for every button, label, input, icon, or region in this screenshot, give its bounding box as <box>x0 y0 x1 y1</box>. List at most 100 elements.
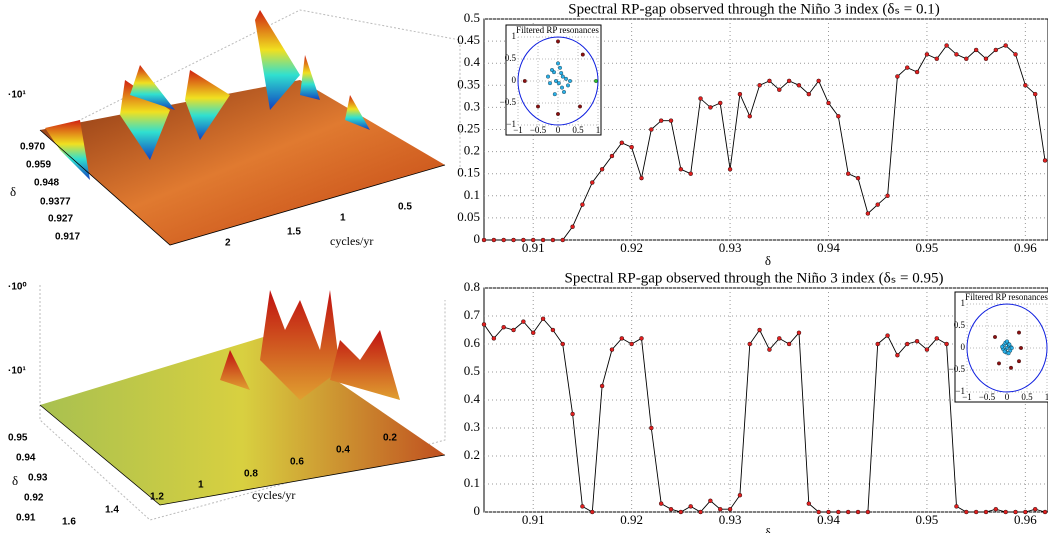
x-tick-label: 0.2 <box>383 433 397 444</box>
data-point <box>501 237 506 243</box>
x-tick-label: 0.4 <box>336 445 350 456</box>
y-tick-label: 0.7 <box>464 307 481 322</box>
x-tick-label: 0.92 <box>620 512 643 527</box>
x-tick-label: 1.5 <box>287 227 301 238</box>
data-point <box>668 507 674 512</box>
x-tick-label: 1.6 <box>62 517 76 528</box>
data-point <box>914 69 920 75</box>
data-point <box>993 47 999 53</box>
data-point <box>944 341 949 347</box>
x-tick-label: 2 <box>225 238 231 249</box>
y-tick-label: 0.2 <box>464 447 480 462</box>
inset-point <box>1009 365 1013 370</box>
data-point <box>757 83 762 88</box>
inset-point <box>556 61 560 66</box>
inset-point <box>1017 330 1021 335</box>
y-tick-label: 0.959 <box>26 160 51 171</box>
y-tick-label: 0.948 <box>34 178 59 189</box>
data-point <box>1033 507 1038 512</box>
data-point <box>708 105 713 110</box>
y-tick-label: 0.8 <box>464 279 480 294</box>
data-point <box>816 78 821 84</box>
data-point <box>747 114 752 119</box>
inset-title: Filtered RP resonances <box>965 292 1048 302</box>
data-point <box>629 144 634 150</box>
y-tick-label: 0.94 <box>16 453 36 464</box>
inset-point <box>560 74 565 79</box>
data-point <box>590 180 595 185</box>
data-point <box>944 43 949 48</box>
data-point <box>599 167 605 172</box>
inset-point <box>554 79 558 83</box>
inset-x-tick-label: −1 <box>962 392 972 402</box>
data-point <box>816 509 821 515</box>
y-tick-label: 0.2 <box>464 143 480 158</box>
data-point <box>806 91 812 97</box>
inset-y-tick-label: 0 <box>512 75 517 85</box>
data-point <box>1013 52 1018 57</box>
data-point <box>924 347 930 352</box>
inset-point <box>552 92 557 97</box>
data-point <box>885 333 890 338</box>
inset-y-tick-label: 0.5 <box>505 53 517 63</box>
inset-y-tick-label: −0.5 <box>500 97 517 107</box>
y-tick-label: 0.91 <box>16 513 36 524</box>
inset-point <box>594 79 598 83</box>
inset-point <box>564 76 568 81</box>
y-tick-label: 0.9377 <box>40 197 71 208</box>
inset-x-tick-label: −0.5 <box>530 125 547 135</box>
inset-point <box>560 85 564 90</box>
y-tick-label: 0.4 <box>464 391 481 406</box>
x-tick-label: 1 <box>340 213 346 224</box>
data-point <box>924 52 930 57</box>
x-tick-label: 0.93 <box>719 512 742 527</box>
data-point <box>609 347 615 352</box>
data-point <box>491 237 497 243</box>
data-point <box>531 330 536 335</box>
inset-point <box>1019 346 1023 350</box>
data-point <box>1042 509 1048 515</box>
data-point <box>580 202 585 207</box>
series-line <box>483 318 1046 513</box>
x-tick-label: 1.2 <box>150 492 164 503</box>
data-point <box>914 339 920 344</box>
data-point <box>649 127 654 132</box>
y-tick-label: 0.15 <box>457 165 480 180</box>
data-point <box>678 509 684 515</box>
data-point <box>570 224 575 229</box>
inset-x-tick-label: −1 <box>513 125 523 135</box>
y-tick-label: 0.970 <box>20 142 45 153</box>
x-tick-label: 0.96 <box>1014 512 1037 527</box>
inset-point <box>550 68 554 72</box>
data-point <box>865 211 871 216</box>
data-point <box>619 336 625 341</box>
x-axis-label: δ <box>765 253 771 268</box>
plot-area <box>483 287 1048 513</box>
data-point <box>639 336 644 341</box>
data-point <box>698 509 703 515</box>
data-point <box>708 498 713 503</box>
data-point <box>964 56 969 61</box>
z-tick-label: ·10¹ <box>8 366 26 377</box>
inset-point <box>1002 349 1007 354</box>
data-point <box>540 316 546 321</box>
data-point <box>481 322 487 327</box>
inset-point <box>580 52 585 57</box>
y-tick-label: 0.93 <box>28 473 48 484</box>
inset-x-tick-label: 0 <box>1005 392 1010 402</box>
data-point <box>855 509 861 515</box>
inset-y-tick-label: −1 <box>506 119 516 129</box>
inset-y-tick-label: −1 <box>955 386 965 396</box>
data-point <box>658 118 664 123</box>
y-tick-label: 0.4 <box>464 54 481 69</box>
data-point <box>570 411 575 417</box>
data-point <box>560 237 565 243</box>
x-tick-label: 0.95 <box>916 240 939 255</box>
data-point <box>718 100 723 106</box>
inset-point <box>578 104 582 109</box>
data-point <box>796 83 802 88</box>
inset-point <box>1017 359 1021 364</box>
data-point <box>698 96 703 101</box>
data-point <box>590 509 595 515</box>
data-point <box>619 140 625 145</box>
